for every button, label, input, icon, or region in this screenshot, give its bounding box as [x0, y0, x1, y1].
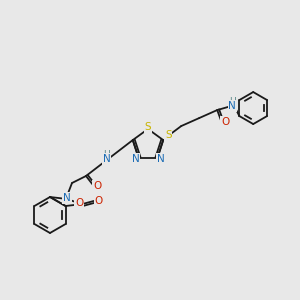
Text: S: S [165, 130, 172, 140]
Text: H: H [103, 149, 110, 158]
Text: N: N [63, 193, 71, 203]
Text: N: N [157, 154, 164, 164]
Text: N: N [132, 154, 140, 164]
Text: N: N [228, 101, 236, 111]
Text: H: H [229, 97, 236, 106]
Text: O: O [94, 196, 103, 206]
Text: O: O [221, 117, 229, 127]
Text: S: S [145, 122, 151, 132]
Text: N: N [103, 154, 110, 164]
Text: O: O [93, 181, 101, 191]
Text: O: O [75, 197, 83, 208]
